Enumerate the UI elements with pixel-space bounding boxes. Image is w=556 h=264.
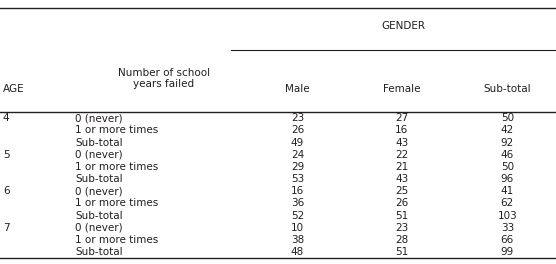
Text: 7: 7 bbox=[3, 223, 9, 233]
Text: Sub-total: Sub-total bbox=[75, 174, 123, 184]
Text: 50: 50 bbox=[501, 162, 514, 172]
Text: 22: 22 bbox=[395, 150, 408, 160]
Text: 66: 66 bbox=[501, 235, 514, 245]
Text: 46: 46 bbox=[501, 150, 514, 160]
Text: 103: 103 bbox=[498, 211, 517, 221]
Text: 0 (never): 0 (never) bbox=[75, 223, 123, 233]
Text: 92: 92 bbox=[501, 138, 514, 148]
Text: 28: 28 bbox=[395, 235, 408, 245]
Text: Male: Male bbox=[285, 84, 310, 94]
Text: 24: 24 bbox=[291, 150, 304, 160]
Text: 43: 43 bbox=[395, 174, 408, 184]
Text: 62: 62 bbox=[501, 199, 514, 209]
Text: 16: 16 bbox=[395, 125, 408, 135]
Text: 49: 49 bbox=[291, 138, 304, 148]
Text: 23: 23 bbox=[291, 113, 304, 123]
Text: 26: 26 bbox=[395, 199, 408, 209]
Text: 1 or more times: 1 or more times bbox=[75, 235, 158, 245]
Text: 21: 21 bbox=[395, 162, 408, 172]
Text: Sub-total: Sub-total bbox=[75, 247, 123, 257]
Text: 42: 42 bbox=[501, 125, 514, 135]
Text: 52: 52 bbox=[291, 211, 304, 221]
Text: Female: Female bbox=[383, 84, 420, 94]
Text: 0 (never): 0 (never) bbox=[75, 150, 123, 160]
Text: 0 (never): 0 (never) bbox=[75, 113, 123, 123]
Text: Number of school
years failed: Number of school years failed bbox=[118, 68, 210, 89]
Text: 1 or more times: 1 or more times bbox=[75, 125, 158, 135]
Text: 38: 38 bbox=[291, 235, 304, 245]
Text: 6: 6 bbox=[3, 186, 9, 196]
Text: 4: 4 bbox=[3, 113, 9, 123]
Text: Sub-total: Sub-total bbox=[484, 84, 531, 94]
Text: 10: 10 bbox=[291, 223, 304, 233]
Text: Sub-total: Sub-total bbox=[75, 138, 123, 148]
Text: 23: 23 bbox=[395, 223, 408, 233]
Text: 5: 5 bbox=[3, 150, 9, 160]
Text: 29: 29 bbox=[291, 162, 304, 172]
Text: 0 (never): 0 (never) bbox=[75, 186, 123, 196]
Text: Sub-total: Sub-total bbox=[75, 211, 123, 221]
Text: 99: 99 bbox=[501, 247, 514, 257]
Text: 51: 51 bbox=[395, 211, 408, 221]
Text: 43: 43 bbox=[395, 138, 408, 148]
Text: 27: 27 bbox=[395, 113, 408, 123]
Text: AGE: AGE bbox=[3, 84, 24, 94]
Text: 51: 51 bbox=[395, 247, 408, 257]
Text: 26: 26 bbox=[291, 125, 304, 135]
Text: 25: 25 bbox=[395, 186, 408, 196]
Text: 48: 48 bbox=[291, 247, 304, 257]
Text: 50: 50 bbox=[501, 113, 514, 123]
Text: 16: 16 bbox=[291, 186, 304, 196]
Text: GENDER: GENDER bbox=[381, 21, 425, 31]
Text: 53: 53 bbox=[291, 174, 304, 184]
Text: 96: 96 bbox=[501, 174, 514, 184]
Text: 1 or more times: 1 or more times bbox=[75, 162, 158, 172]
Text: 33: 33 bbox=[501, 223, 514, 233]
Text: 36: 36 bbox=[291, 199, 304, 209]
Text: 1 or more times: 1 or more times bbox=[75, 199, 158, 209]
Text: 41: 41 bbox=[501, 186, 514, 196]
